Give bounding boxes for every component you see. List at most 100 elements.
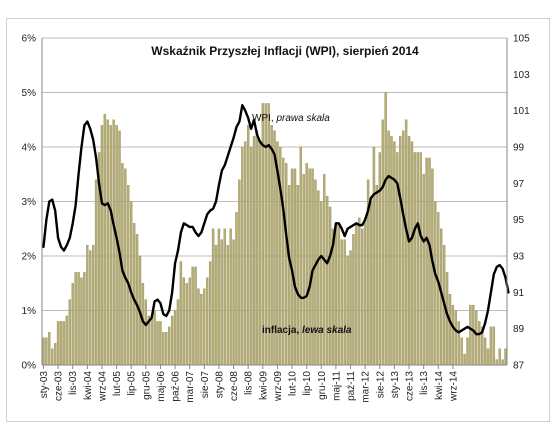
- inflation-bar: [173, 310, 177, 366]
- inflation-bar: [109, 125, 112, 366]
- line-layer: [42, 104, 510, 336]
- right-tick-label: 87: [513, 361, 525, 372]
- right-tick-label: 105: [513, 34, 530, 45]
- x-tick-label: lis-08: [244, 371, 255, 395]
- left-tick-label: 6%: [22, 34, 37, 45]
- inflation-bar: [48, 332, 51, 366]
- inflation-bar: [355, 223, 358, 366]
- inflation-bar: [343, 239, 346, 366]
- inflation-bar: [416, 152, 420, 366]
- inflation-bar: [246, 125, 250, 366]
- inflation-bar: [337, 223, 341, 366]
- inflation-bar: [200, 293, 203, 366]
- inflation-bar: [53, 343, 57, 366]
- left-tick-label: 0%: [22, 361, 37, 372]
- inflation-bar: [399, 135, 402, 366]
- wpi-line: [42, 104, 510, 336]
- inflation-bar: [334, 223, 338, 366]
- inflation-bar: [463, 353, 466, 366]
- x-tick-label: cze-08: [229, 371, 240, 401]
- right-tick-label: 97: [513, 179, 525, 190]
- inflation-bar: [235, 212, 238, 366]
- inflation-bar: [381, 119, 384, 366]
- inflation-bar: [206, 277, 209, 366]
- inflation-bar: [475, 310, 478, 366]
- inflation-bar: [495, 359, 498, 366]
- inflation-bar: [127, 184, 130, 366]
- inflation-bar: [217, 228, 221, 366]
- x-tick-label: mar-12: [361, 371, 372, 403]
- inflation-bar: [238, 179, 241, 366]
- x-tick-label: kwi-14: [434, 371, 445, 400]
- x-tick-label: kwi-04: [83, 371, 94, 400]
- inflation-bar: [89, 250, 92, 366]
- x-tick-label: sty-03: [39, 371, 50, 399]
- x-tick-label: wrz-09: [273, 371, 284, 402]
- inflation-bar: [492, 326, 496, 366]
- left-tick-label: 1%: [22, 306, 37, 317]
- inflation-bar: [434, 201, 437, 366]
- inflation-bar: [372, 146, 376, 366]
- wpi-annotation-prefix: WPI,: [252, 113, 276, 124]
- inflation-bar: [317, 190, 320, 366]
- inflation-bar: [361, 228, 364, 366]
- axes-layer: [41, 38, 508, 369]
- x-tick-label: sty-08: [214, 371, 225, 399]
- inflation-bar: [369, 201, 373, 366]
- inflation-bar: [378, 152, 381, 366]
- inflation-bar: [454, 310, 458, 366]
- inflation-bar: [232, 239, 235, 366]
- inflation-bar: [74, 272, 77, 366]
- inflation-bar: [340, 239, 343, 366]
- inflation-bar: [483, 337, 487, 366]
- inflation-bar: [363, 217, 367, 366]
- inflation-bar: [150, 315, 153, 366]
- left-tick-label: 5%: [22, 88, 37, 99]
- inflation-bar: [469, 304, 472, 366]
- inflation-bar: [159, 321, 162, 366]
- inflation-bar: [287, 184, 291, 366]
- inflation-bar: [328, 206, 332, 366]
- inflation-bar: [144, 299, 148, 366]
- inflation-bar: [156, 321, 159, 366]
- inflation-bar: [56, 321, 60, 366]
- inflation-bar: [448, 293, 452, 366]
- inflation-bar: [91, 244, 95, 366]
- x-tick-label: sie-07: [200, 371, 211, 399]
- x-tick-label: gru-10: [317, 371, 328, 400]
- x-tick-label: lip-05: [127, 371, 138, 396]
- inflation-bar: [314, 179, 317, 366]
- x-tick-label: sie-12: [375, 371, 386, 399]
- x-tick-label: lut-05: [112, 371, 123, 396]
- x-tick-label: gru-05: [141, 371, 152, 400]
- inflation-bar: [45, 337, 48, 366]
- x-tick-label: paź-11: [346, 371, 357, 401]
- inflation-bar: [407, 135, 411, 366]
- right-tick-label: 95: [513, 215, 525, 226]
- inflation-bar: [182, 277, 186, 366]
- inflation-bar: [214, 244, 218, 366]
- x-tick-label: lut-10: [288, 371, 299, 396]
- inflation-bar: [489, 326, 493, 366]
- right-tick-label: 103: [513, 70, 530, 81]
- inflation-bar: [258, 141, 262, 366]
- inflation-annotation-scale: lewa skala: [302, 325, 352, 336]
- inflation-bar: [401, 130, 405, 366]
- inflation-bar: [129, 201, 133, 366]
- inflation-bar: [425, 157, 428, 366]
- right-tick-label: 89: [513, 324, 525, 335]
- inflation-bar: [349, 250, 352, 366]
- x-tick-label: cze-13: [405, 371, 416, 401]
- left-tick-label: 4%: [22, 143, 37, 154]
- wpi-annotation-scale: prawa skala: [275, 113, 330, 124]
- inflation-bar: [124, 168, 127, 366]
- inflation-bar: [302, 174, 305, 366]
- inflation-bar: [472, 304, 475, 366]
- inflation-bar: [112, 119, 115, 366]
- x-tick-label: lis-03: [68, 371, 79, 395]
- inflation-annotation-prefix: inflacja,: [262, 325, 302, 336]
- inflation-bar: [320, 201, 323, 366]
- chart-title: Wskaźnik Przyszłej Inflacji (WPI), sierp…: [151, 44, 419, 58]
- inflation-bar: [410, 141, 414, 366]
